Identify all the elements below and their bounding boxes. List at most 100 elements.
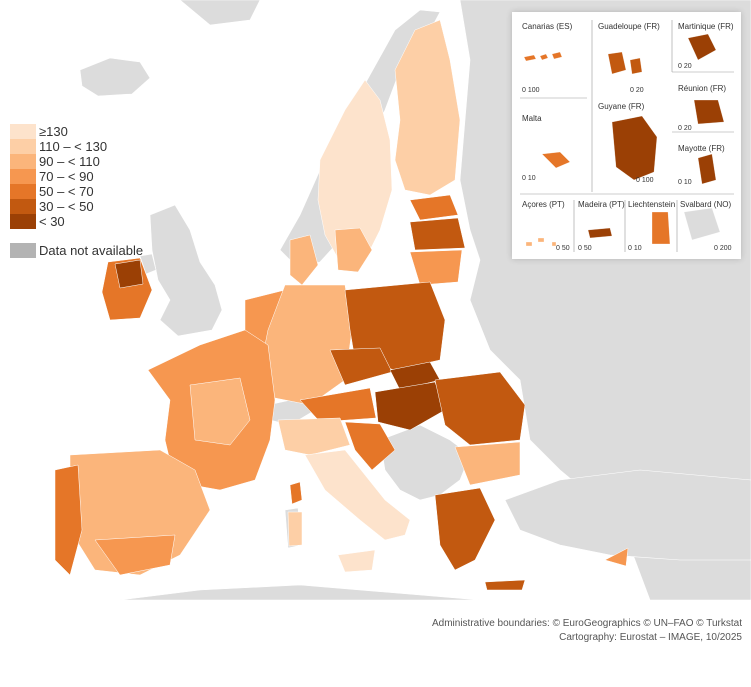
inset-scale: 0 20: [678, 125, 692, 132]
region-finland: [394, 19, 461, 196]
inset-malta: Malta 0 10: [522, 114, 588, 182]
legend-row: ≥130: [10, 124, 143, 139]
inset-scale: 0 10: [522, 175, 536, 182]
map-credits: Administrative boundaries: © EuroGeograp…: [432, 617, 742, 645]
inset-label: Madeira (PT): [578, 200, 625, 209]
balkans-land: [379, 424, 471, 501]
legend-label: < 30: [39, 214, 65, 229]
legend-label: 110 – < 130: [39, 139, 108, 154]
region-corsica: [289, 481, 303, 505]
inset-shape-reunion: [693, 99, 725, 125]
inset-canarias: Canarias (ES) 0 100: [522, 22, 588, 94]
region-sweden-south: [334, 227, 373, 273]
region-hungary: [374, 381, 446, 431]
region-greece: [434, 487, 496, 571]
inset-martinique: Martinique (FR) 0 20: [678, 22, 738, 70]
region-slovenia-croatia: [344, 421, 396, 471]
credits-boundaries: Administrative boundaries: © EuroGeograp…: [431, 618, 742, 629]
legend-swatch: [10, 199, 36, 214]
region-italy-north: [277, 417, 351, 456]
region-italy-peninsula: [304, 449, 411, 541]
legend-row: 70 – < 90: [10, 169, 143, 184]
map-legend: ≥130 110 – < 130 90 – < 110 70 – < 90 50…: [10, 124, 143, 258]
legend-swatch: [10, 139, 36, 154]
region-ireland-north-west: [114, 259, 144, 289]
north-africa-land: [119, 584, 481, 600]
legend-swatch: [10, 214, 36, 229]
legend-swatch: [10, 169, 36, 184]
inset-shape-malta: [541, 151, 571, 169]
inset-acores: Açores (PT) 0 50: [522, 200, 572, 252]
eu-regions: [54, 19, 629, 591]
inset-label: Svalbard (NO): [680, 200, 732, 209]
inset-label: Réunion (FR): [678, 84, 727, 93]
inset-panel: Canarias (ES) 0 100 Guadeloupe (FR) 0 20…: [512, 12, 741, 259]
inset-separators: [520, 20, 734, 252]
legend-swatch: [10, 124, 36, 139]
inset-madeira: Madeira (PT) 0 50: [578, 200, 625, 252]
inset-label: Açores (PT): [522, 200, 565, 209]
inset-shape-acores: [525, 237, 557, 247]
inset-scale: 0 50: [556, 245, 570, 252]
region-romania: [434, 371, 526, 446]
inset-scale: 0 100: [522, 87, 540, 94]
region-cyprus: [604, 547, 629, 567]
inset-label: Liechtenstein: [628, 200, 676, 209]
inset-svalbard: Svalbard (NO) 0 200: [680, 200, 738, 252]
region-portugal: [54, 464, 83, 576]
legend-row: 90 – < 110: [10, 154, 143, 169]
credits-cartography: Cartography: Eurostat – IMAGE, 10/2025: [559, 632, 742, 643]
inset-shape-madeira: [587, 227, 613, 239]
legend-row: < 30: [10, 214, 143, 229]
inset-scale: 0 10: [678, 179, 692, 186]
legend-row: 110 – < 130: [10, 139, 143, 154]
inset-shape-canarias: [523, 51, 563, 62]
greenland-edge: [179, 0, 261, 26]
legend-label: Data not available: [39, 243, 144, 258]
inset-liechtenstein: Liechtenstein 0 10: [628, 200, 676, 252]
legend-row: 50 – < 70: [10, 184, 143, 199]
inset-scale: 0 200: [714, 245, 732, 252]
region-baltic-estonia: [409, 194, 459, 221]
region-bulgaria: [454, 441, 521, 486]
inset-label: Canarias (ES): [522, 22, 573, 31]
region-crete: [484, 579, 526, 591]
inset-scale: 0 20: [678, 63, 692, 70]
inset-label: Martinique (FR): [678, 22, 734, 31]
inset-scale: 0 100: [636, 177, 654, 184]
legend-label: 50 – < 70: [39, 184, 94, 199]
inset-label: Mayotte (FR): [678, 144, 725, 153]
legend-swatch: [10, 184, 36, 199]
inset-label: Malta: [522, 114, 542, 123]
legend-swatch: [10, 243, 36, 258]
legend-label: ≥130: [39, 124, 68, 139]
region-sardinia: [287, 511, 303, 547]
region-spain-south: [94, 534, 176, 576]
region-baltic-latvia: [409, 217, 466, 251]
inset-scale: 0 50: [578, 245, 592, 252]
legend-swatch: [10, 154, 36, 169]
inset-shape-martinique: [687, 33, 717, 61]
legend-label: 90 – < 110: [39, 154, 100, 169]
region-denmark: [289, 234, 319, 286]
region-austria: [299, 387, 377, 423]
inset-reunion: Réunion (FR) 0 20: [678, 84, 738, 132]
region-france-central: [189, 377, 251, 446]
turkey-land: [504, 469, 751, 561]
inset-label: Guadeloupe (FR): [598, 22, 660, 31]
uk-land: [149, 204, 223, 337]
inset-shape-guyane: [611, 115, 658, 181]
legend-row: 30 – < 50: [10, 199, 143, 214]
inset-mayotte: Mayotte (FR) 0 10: [678, 144, 738, 186]
inset-scale: 0 20: [630, 87, 644, 94]
inset-guadeloupe: Guadeloupe (FR) 0 20: [598, 22, 668, 94]
inset-shape-mayotte: [697, 153, 717, 185]
inset-shape-liechtenstein: [651, 211, 671, 245]
inset-shape-guadeloupe: [607, 51, 643, 75]
region-sweden: [317, 79, 393, 263]
legend-row-not-available: Data not available: [10, 243, 143, 258]
region-sicily: [337, 549, 376, 573]
iceland-land: [79, 57, 151, 97]
legend-label: 30 – < 50: [39, 199, 94, 214]
inset-shape-svalbard: [683, 207, 721, 241]
